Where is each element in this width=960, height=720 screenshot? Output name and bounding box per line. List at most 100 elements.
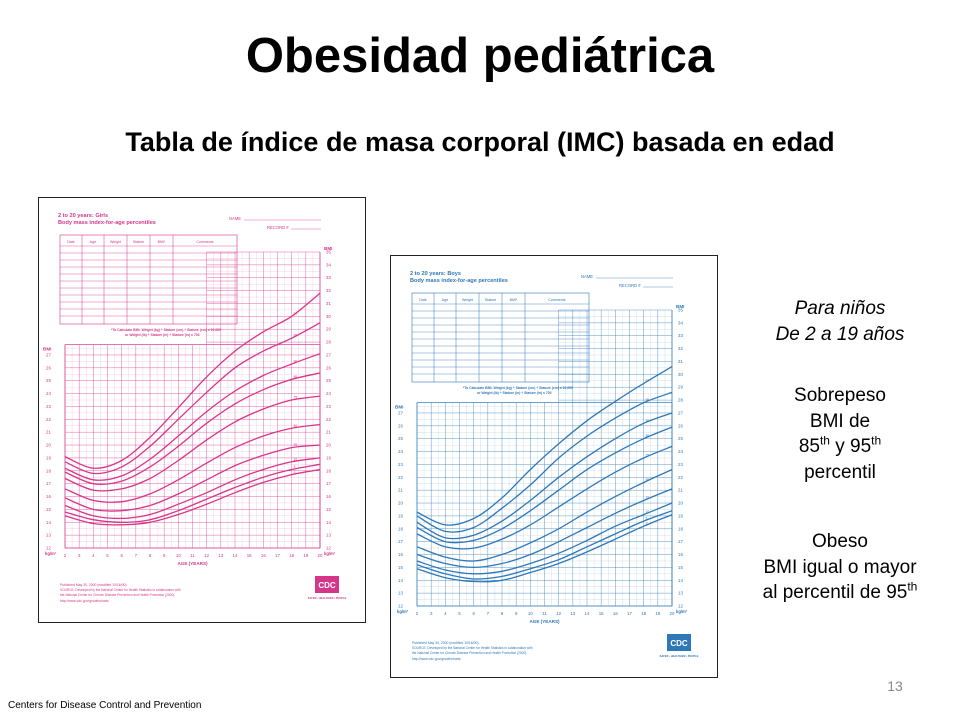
- chart-footer-source: the National Center for Chronic Disease …: [412, 651, 527, 655]
- y-tick-label-left: 26: [398, 423, 403, 428]
- chart-footer-url: http://www.cdc.gov/growthcharts: [60, 599, 109, 603]
- y-tick-label-right: 12: [326, 546, 331, 551]
- overweight-line-3: 85th y 95th: [735, 434, 945, 460]
- y-tick-label-right: 21: [678, 488, 683, 493]
- y-tick-label-right: 30: [678, 372, 683, 377]
- y-tick-label-left: 22: [398, 475, 403, 480]
- x-tick-label: 11: [542, 611, 547, 616]
- percentile-label-50: 50: [646, 478, 650, 482]
- percentile-curve-50: [416, 469, 673, 562]
- x-tick-label: 12: [204, 553, 209, 558]
- y-tick-label-right: 22: [678, 475, 683, 480]
- y-tick-label-right: 35: [678, 308, 683, 313]
- x-tick-label: 10: [528, 611, 533, 616]
- y-tick-label-right: 23: [678, 462, 683, 467]
- percentile-curve-90: [64, 353, 321, 481]
- y-tick-label-right: 22: [326, 417, 331, 422]
- percentile-label-5: 5: [646, 517, 648, 521]
- x-tick-label: 15: [599, 611, 604, 616]
- y-tick-label-right: 31: [678, 359, 683, 364]
- girls-bmi-chart: 2 to 20 years: Girls Body mass index-for-…: [38, 197, 366, 623]
- table-header: Date: [67, 240, 75, 244]
- y-tick-label-right: 26: [678, 423, 683, 428]
- y-tick-label-right: 15: [678, 565, 683, 570]
- percentile-label-97: 97: [294, 312, 298, 316]
- y-tick-label-left: 13: [398, 591, 403, 596]
- y-tick-label-left: 17: [398, 539, 403, 544]
- percentile-curve-3: [64, 468, 321, 526]
- x-tick-label: 17: [627, 611, 632, 616]
- x-tick-label: 14: [585, 611, 590, 616]
- percentile-label-85: 85: [646, 434, 650, 438]
- y-tick-label-right: 16: [326, 494, 331, 499]
- y-axis-title-left: BMI: [395, 405, 403, 410]
- x-axis-title: AGE (YEARS): [177, 561, 208, 566]
- x-tick-label: 4: [444, 611, 447, 616]
- y-tick-label-right: 25: [678, 436, 683, 441]
- y-tick-label-right: 33: [326, 275, 331, 280]
- table-header: Comments: [548, 298, 566, 302]
- chart-subheading: Body mass index-for-age percentiles: [410, 278, 508, 284]
- y-tick-label-left: 26: [46, 365, 51, 370]
- y-tick-label-left: 16: [398, 552, 403, 557]
- y-tick-label-right: 30: [326, 314, 331, 319]
- y-tick-label-right: 21: [326, 430, 331, 435]
- percentile-label-95: 95: [646, 398, 650, 402]
- y-tick-label-left: 25: [46, 378, 51, 383]
- page-number: 13: [887, 678, 903, 694]
- y-tick-label-right: 34: [678, 320, 683, 325]
- percentile-95-suffix: th: [871, 433, 882, 448]
- unit-label-left: kg/m²: [397, 609, 409, 614]
- percentile-curve-50: [64, 423, 321, 503]
- y-tick-label-right: 18: [326, 468, 331, 473]
- percentile-label-3: 3: [646, 522, 648, 526]
- chart-heading: 2 to 20 years: Girls: [58, 213, 108, 219]
- percentile-curve-5: [416, 510, 673, 580]
- percentile-label-25: 25: [646, 496, 650, 500]
- obese-line-2: BMI igual o mayor: [763, 556, 917, 578]
- y-tick-label-left: 21: [398, 488, 403, 493]
- y-tick-label-right: 23: [326, 404, 331, 409]
- x-tick-label: 18: [641, 611, 646, 616]
- overweight-definition: Sobrepeso BMI de 85th y 95th percentil: [735, 383, 945, 485]
- table-header: BMI*: [158, 240, 166, 244]
- x-tick-label: 6: [120, 553, 123, 558]
- overweight-line-2: BMI de: [809, 410, 871, 432]
- y-tick-label-right: 24: [678, 449, 683, 454]
- y-tick-label-right: 20: [326, 443, 331, 448]
- x-tick-label: 17: [275, 553, 280, 558]
- y-tick-label-right: 28: [326, 340, 331, 345]
- y-tick-label-left: 17: [46, 481, 51, 486]
- cdc-logo-text: CDC: [318, 581, 336, 590]
- boys-bmi-chart: 2 to 20 years: Boys Body mass index-for-a…: [390, 255, 718, 678]
- y-tick-label-left: 12: [46, 546, 51, 551]
- record-label: RECORD #: [267, 225, 289, 230]
- percentile-curve-25: [64, 444, 321, 512]
- percentile-label-95: 95: [294, 334, 298, 338]
- y-tick-label-left: 13: [46, 533, 51, 538]
- y-tick-label-right: 15: [326, 507, 331, 512]
- percentile-curve-10: [64, 457, 321, 520]
- x-tick-label: 2: [416, 611, 419, 616]
- percentile-curve-85: [64, 372, 321, 485]
- source-note: Centers for Disease Control and Preventi…: [8, 700, 202, 711]
- x-tick-label: 13: [218, 553, 223, 558]
- x-tick-label: 3: [430, 611, 433, 616]
- cdc-logo-icon: [315, 576, 339, 593]
- percentile-curve-85: [416, 426, 673, 544]
- x-tick-label: 3: [78, 553, 81, 558]
- y-tick-label-right: 14: [678, 578, 683, 583]
- percentile-label-85: 85: [294, 375, 298, 379]
- y-tick-label-left: 18: [46, 468, 51, 473]
- percentile-label-75: 75: [646, 454, 650, 458]
- name-label: NAME: [581, 274, 593, 279]
- y-tick-label-left: 18: [398, 526, 403, 531]
- table-header: Weight: [110, 240, 121, 244]
- unit-label-right: kg/m²: [676, 609, 688, 614]
- x-tick-label: 19: [303, 553, 308, 558]
- chart-subheading: Body mass index-for-age percentiles: [58, 220, 156, 226]
- x-tick-label: 10: [176, 553, 181, 558]
- y-tick-label-right: 27: [326, 352, 331, 357]
- y-tick-label-right: 17: [326, 481, 331, 486]
